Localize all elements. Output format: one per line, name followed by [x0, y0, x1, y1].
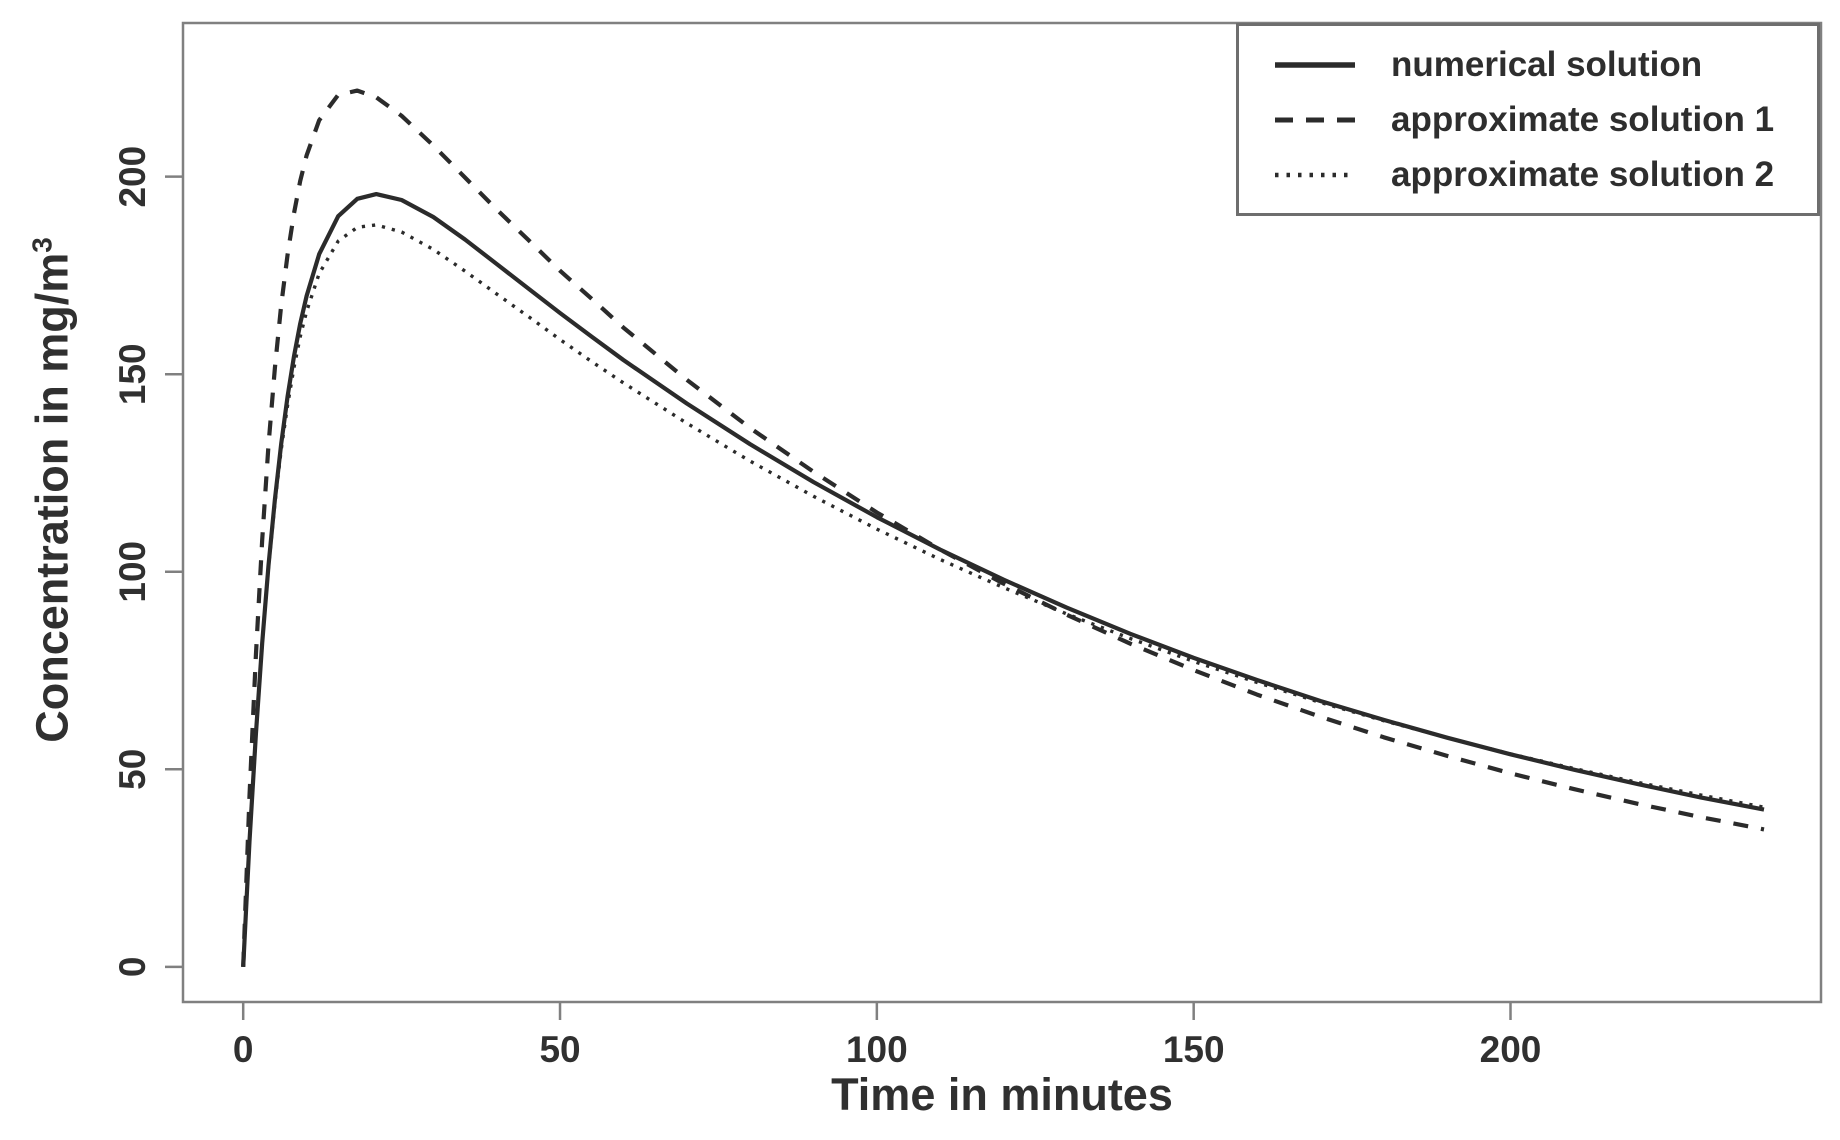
legend-label-approx2: approximate solution 2 [1391, 155, 1775, 194]
y-tick-label: 200 [112, 146, 153, 208]
legend-item-approx2: approximate solution 2 [1275, 154, 1817, 196]
curve-dashed [241, 88, 1765, 967]
legend: numerical solution approximate solution … [1236, 23, 1820, 216]
x-tick-label: 200 [1480, 1029, 1542, 1070]
y-axis-title: Concentration in mg/m3 [26, 237, 78, 743]
dotted-line-icon [1275, 172, 1355, 177]
y-tick-label: 0 [112, 957, 153, 978]
legend-item-numerical: numerical solution [1275, 44, 1817, 86]
y-axis-title-text: Concentration in mg/m [26, 252, 78, 743]
dashed-line-icon [1275, 117, 1355, 122]
legend-label-approx1: approximate solution 1 [1391, 100, 1775, 139]
y-tick-label: 150 [112, 343, 153, 405]
x-tick-label: 0 [233, 1029, 254, 1070]
legend-label-numerical: numerical solution [1391, 45, 1703, 84]
y-tick-label: 100 [112, 541, 153, 603]
curve-dotted [241, 223, 1765, 967]
x-tick-label: 150 [1163, 1029, 1225, 1070]
solid-line-icon [1275, 61, 1355, 68]
x-tick-label: 100 [846, 1029, 908, 1070]
y-axis-title-superscript: 3 [26, 237, 58, 253]
legend-item-approx1: approximate solution 1 [1275, 99, 1817, 141]
y-tick-label: 50 [112, 749, 153, 790]
x-axis-title: Time in minutes [831, 1069, 1173, 1120]
x-tick-label: 50 [539, 1029, 580, 1070]
curve-solid [241, 192, 1765, 967]
plot-border [181, 21, 1823, 1004]
